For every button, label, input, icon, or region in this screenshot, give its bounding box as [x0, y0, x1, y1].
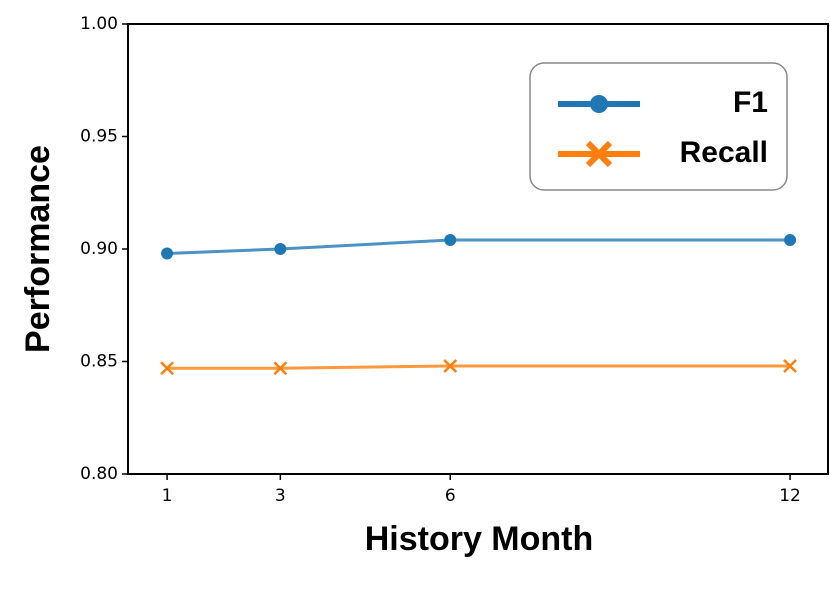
legend-marker	[590, 95, 608, 113]
data-point	[273, 361, 288, 376]
x-tick-label: 6	[445, 486, 456, 506]
data-point	[274, 243, 287, 255]
data-point	[444, 234, 457, 246]
y-tick-label: 0.90	[80, 239, 118, 259]
y-tick-label: 1.00	[80, 14, 118, 34]
y-tick-label: 0.85	[80, 352, 118, 372]
data-point	[161, 247, 174, 260]
y-axis-label: Performance	[19, 145, 57, 353]
data-point	[783, 359, 797, 373]
y-tick-label: 0.80	[80, 464, 118, 484]
series-line	[167, 364, 791, 370]
legend-label: F1	[733, 86, 768, 119]
legend-box	[529, 62, 788, 191]
legend-label: Recall	[680, 136, 768, 169]
data-point	[443, 359, 458, 373]
x-tick-label: 12	[779, 486, 801, 506]
x-axis-label: History Month	[365, 520, 594, 558]
legend-marker	[585, 140, 613, 168]
series-line	[167, 238, 791, 255]
data-point	[160, 361, 174, 376]
y-tick-label: 0.95	[80, 127, 118, 147]
data-point	[784, 234, 797, 246]
x-tick-label: 3	[275, 486, 286, 506]
x-tick-label: 1	[162, 486, 173, 506]
legend: F1 Recall	[529, 62, 788, 191]
